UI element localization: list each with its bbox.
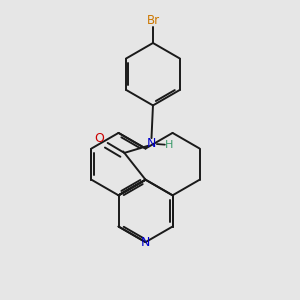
Text: Br: Br xyxy=(146,14,160,27)
Text: O: O xyxy=(94,132,104,145)
Text: N: N xyxy=(147,137,156,150)
Text: H: H xyxy=(165,140,173,150)
Text: N: N xyxy=(141,236,150,249)
